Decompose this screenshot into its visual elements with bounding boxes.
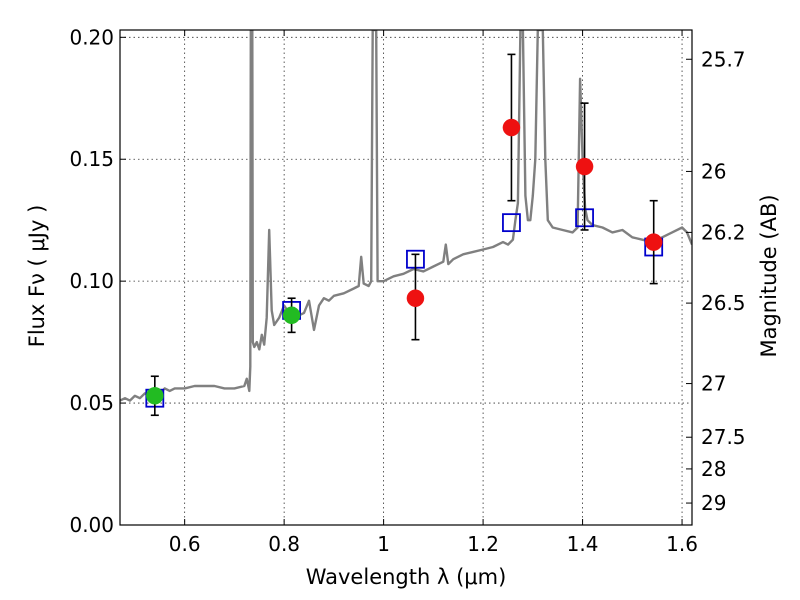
right-tick-label: 26.5 — [701, 291, 746, 315]
observed-point — [502, 118, 521, 137]
observed-point — [575, 157, 594, 176]
tick-labels: 0.6 0.8 1 1.2 1.4 1.6 0.00 0.05 0.10 0.15 0.20 25.7… — [69, 25, 745, 556]
x-tick-label: 0.8 — [268, 532, 300, 556]
right-tick-label: 28 — [701, 457, 726, 481]
plot-frame — [119, 29, 693, 526]
observed-point — [644, 233, 663, 251]
model-photometry-square — [502, 213, 521, 233]
x-tick-label: 1.6 — [666, 532, 698, 556]
right-tick-label: 27.5 — [701, 425, 746, 449]
y-tick-label: 0.05 — [69, 391, 114, 415]
y-tick-label: 0.20 — [69, 25, 114, 49]
right-tick-label: 26.2 — [701, 220, 746, 244]
model-photometry-layer — [145, 208, 664, 408]
model-sed-line — [120, 30, 692, 402]
right-tick-label: 25.7 — [701, 47, 746, 71]
y-tick-label: 0.00 — [69, 513, 114, 537]
right-tick-label: 29 — [701, 491, 726, 515]
observed-point — [282, 306, 301, 325]
right-tick-label: 26 — [701, 159, 726, 183]
x-tick-label: 1.4 — [567, 532, 599, 556]
y-tick-label: 0.15 — [69, 147, 114, 171]
x-axis-title: Wavelength λ (μm) — [306, 565, 507, 589]
right-tick-label: 27 — [701, 372, 726, 396]
x-tick-label: 0.6 — [169, 532, 201, 556]
y-tick-label: 0.10 — [69, 269, 114, 293]
x-tick-label: 1 — [377, 532, 390, 556]
model-sed-line-layer — [120, 30, 692, 402]
observed-point — [406, 289, 425, 307]
grid-lines — [120, 30, 692, 526]
observed-points-layer — [146, 118, 663, 405]
y-axis-title: Flux Fν ( μJy ) — [25, 205, 49, 348]
observed-point — [146, 387, 164, 405]
right-axis-title: Magnitude (AB) — [757, 194, 781, 357]
tick-marks — [120, 30, 692, 526]
x-tick-label: 1.2 — [467, 532, 499, 556]
